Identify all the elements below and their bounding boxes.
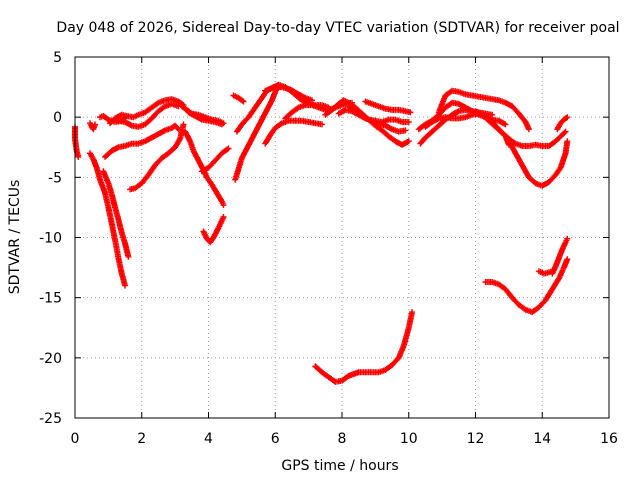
series-arc-14 (198, 145, 232, 175)
x-tick-label: 0 (71, 431, 80, 447)
data-point-markers (345, 103, 412, 125)
series-arc-25 (312, 309, 416, 385)
data-point-markers (107, 96, 187, 127)
x-tick-label: 14 (533, 431, 551, 447)
data-point-markers (362, 98, 414, 116)
series-arc-04 (100, 168, 132, 260)
x-axis-label: GPS time / hours (281, 458, 398, 474)
data-point-markers (505, 138, 571, 189)
data-point-markers (198, 145, 232, 175)
series-arc-03 (87, 150, 129, 289)
series-arc-31 (505, 138, 571, 189)
data-point-markers (200, 214, 227, 246)
y-tick-label: -5 (48, 170, 62, 186)
series-arc-06 (107, 96, 187, 127)
y-tick-label: -20 (39, 351, 62, 367)
data-point-markers (87, 120, 98, 133)
y-tick-label: -25 (39, 411, 62, 427)
y-tick-label: -10 (39, 231, 62, 247)
series-arc-09 (115, 100, 182, 130)
data-point-markers (262, 117, 325, 147)
series-arc-23 (362, 98, 414, 116)
series-arc-16 (232, 82, 282, 183)
series-arc-33 (482, 256, 571, 316)
y-axis-label: SDTVAR / TECUs (7, 180, 23, 295)
axis-ticks: 0 2 4 6 8 10 12 14 16 5 0 -5 -10 -15 -20 -25 (39, 50, 618, 447)
data-point-markers (232, 82, 282, 183)
series-arc-15 (230, 92, 247, 105)
series-arc-19 (262, 117, 325, 147)
series-arc-13 (200, 214, 227, 246)
x-tick-label: 16 (600, 431, 618, 447)
y-tick-label: -15 (39, 291, 62, 307)
series-arc-24 (345, 103, 412, 125)
y-tick-label: 0 (53, 110, 62, 126)
chart-title: Day 048 of 2026, Sidereal Day-to-day VTE… (56, 20, 619, 36)
series-arc-07 (102, 122, 182, 160)
data-point-markers (549, 235, 571, 277)
data-point-markers (435, 87, 532, 133)
data-point-markers (554, 114, 571, 133)
series-arc-32 (554, 114, 571, 133)
data-point-markers (72, 123, 82, 160)
series-arc-01 (72, 123, 82, 160)
data-point-markers (102, 122, 182, 160)
data-point-markers (312, 309, 416, 385)
series-arc-08 (127, 121, 187, 193)
data-point-markers (185, 109, 225, 128)
x-tick-label: 6 (271, 431, 280, 447)
series-arc-02 (87, 120, 98, 133)
series-arc-35 (549, 235, 571, 277)
x-tick-label: 12 (467, 431, 485, 447)
x-tick-label: 2 (137, 431, 146, 447)
data-point-markers (115, 100, 182, 130)
data-point-markers (127, 121, 187, 193)
series-arc-28 (435, 87, 532, 133)
x-tick-label: 4 (204, 431, 213, 447)
data-point-markers (87, 150, 129, 289)
data-point-markers (100, 168, 132, 260)
x-tick-label: 8 (338, 431, 347, 447)
data-marks (72, 81, 571, 385)
data-point-markers (230, 92, 247, 105)
x-tick-label: 10 (400, 431, 418, 447)
data-point-markers (482, 256, 571, 316)
y-tick-label: 5 (53, 50, 62, 66)
series-arc-11 (185, 109, 225, 128)
